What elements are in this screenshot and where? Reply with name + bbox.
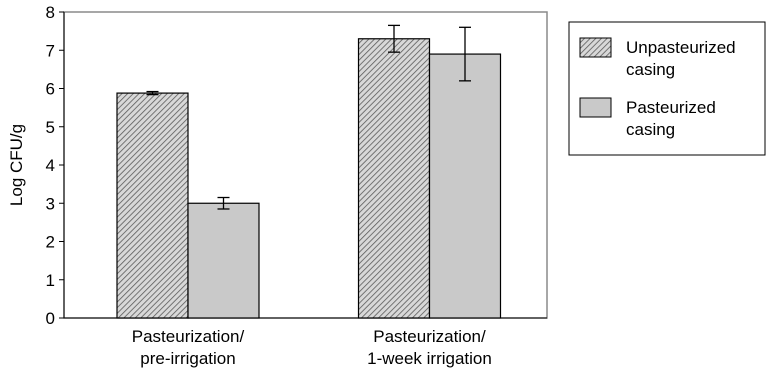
y-tick-label: 8 [46, 3, 55, 22]
y-tick-label: 1 [46, 271, 55, 290]
legend-swatch-unpasteurized [579, 37, 612, 58]
y-tick-label: 3 [46, 194, 55, 213]
x-category-label-line: 1-week irrigation [367, 349, 492, 368]
x-category-label-line: pre-irrigation [140, 349, 235, 368]
legend-label-unpasteurized-line2: casing [626, 60, 675, 79]
x-category-label-2: Pasteurization/1-week irrigation [367, 327, 492, 368]
legend-label-pasteurized-line1: Pasteurized [626, 98, 716, 117]
y-tick-label: 7 [46, 41, 55, 60]
y-tick-label: 5 [46, 118, 55, 137]
y-tick-label: 4 [46, 156, 55, 175]
y-axis-title: Log CFU/g [7, 124, 26, 206]
legend-label-unpasteurized: Unpasteurized casing [626, 38, 740, 79]
x-category-label-1: Pasteurization/pre-irrigation [132, 327, 245, 368]
legend-label-pasteurized-line2: casing [626, 120, 675, 139]
x-category-label-line: Pasteurization/ [373, 327, 486, 346]
y-tick-label: 2 [46, 233, 55, 252]
y-tick-label: 0 [46, 309, 55, 328]
bar-unpasteurized-2 [357, 38, 431, 319]
legend-label-pasteurized: Pasteurized casing [626, 98, 721, 139]
legend-label-unpasteurized-line1: Unpasteurized [626, 38, 736, 57]
bar-pasteurized-1 [187, 202, 260, 319]
legend-swatch-pasteurized [579, 97, 612, 118]
bar-pasteurized-2 [428, 53, 502, 319]
x-category-label-line: Pasteurization/ [132, 327, 245, 346]
y-tick-label: 6 [46, 80, 55, 99]
legend: Unpasteurized casing Pasteurized casing [568, 21, 766, 156]
bar-unpasteurized-1 [116, 92, 189, 319]
